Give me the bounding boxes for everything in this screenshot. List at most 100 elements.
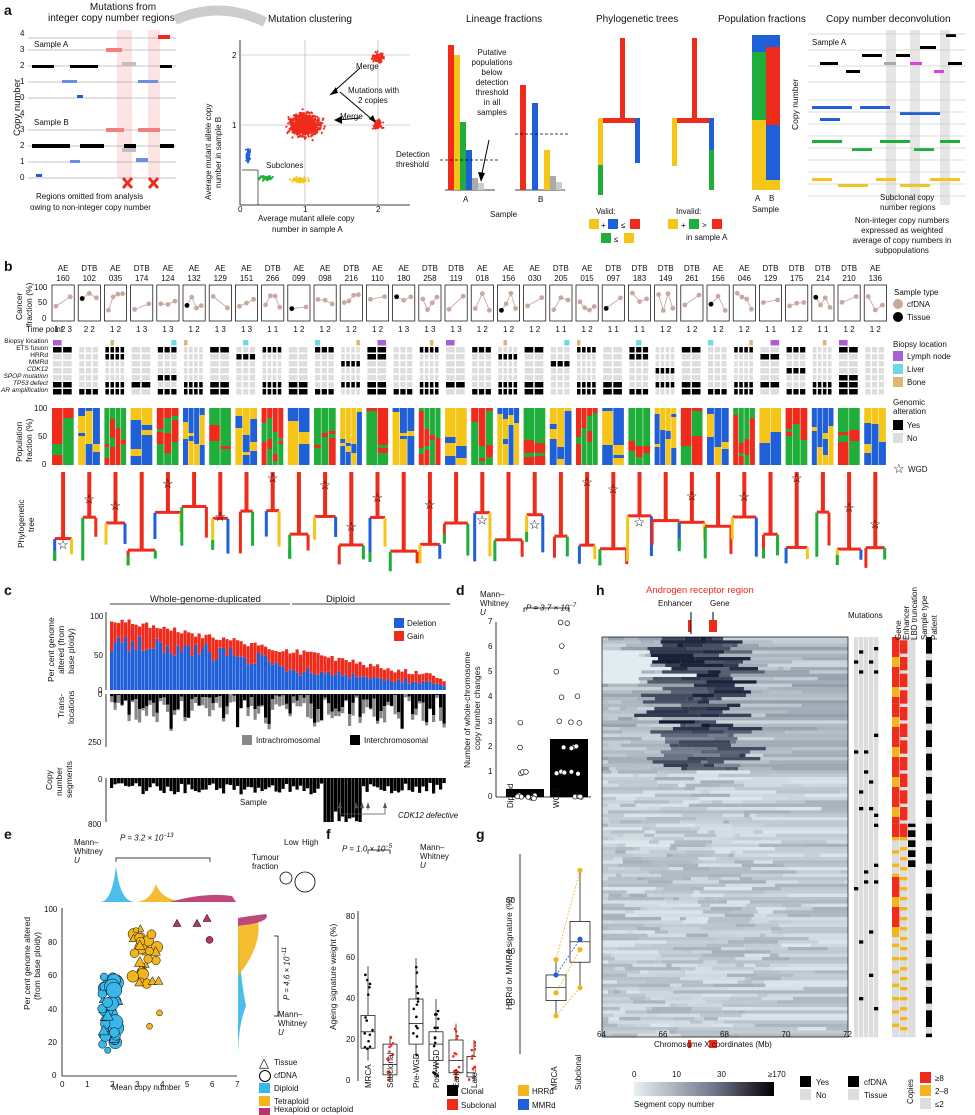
deletion-bar bbox=[400, 682, 404, 690]
alteration-cell bbox=[714, 375, 720, 381]
alteration-cell bbox=[871, 368, 878, 374]
scatter-point bbox=[307, 179, 310, 182]
intra-trans-bar bbox=[110, 696, 114, 703]
cn-heatmap-segment bbox=[764, 980, 785, 984]
cn-heatmap-segment bbox=[610, 830, 645, 834]
population-fraction-segment bbox=[478, 461, 486, 465]
inter-trans-bar bbox=[376, 694, 380, 721]
alteration-cell bbox=[210, 361, 219, 367]
deletion-bar bbox=[421, 680, 425, 690]
mutation-cell bbox=[869, 943, 874, 948]
cdk12-arrowhead bbox=[338, 802, 342, 808]
scatter-point bbox=[289, 118, 292, 121]
cn-segment-bar bbox=[239, 778, 243, 795]
alteration-cell bbox=[770, 368, 780, 374]
cn-heatmap-segment bbox=[699, 827, 722, 831]
tree-branch-tip bbox=[288, 548, 292, 559]
alteration-cell bbox=[557, 354, 563, 360]
alteration-cell bbox=[577, 361, 581, 367]
cn-heatmap-segment bbox=[721, 807, 777, 811]
cn-heatmap-segment bbox=[721, 877, 740, 881]
cn-heatmap-segment bbox=[695, 657, 751, 661]
mutation-cell bbox=[859, 1030, 864, 1034]
alteration-cell bbox=[708, 361, 714, 367]
alteration-cell bbox=[400, 354, 406, 360]
population-fraction-segment bbox=[749, 418, 755, 465]
alteration-cell bbox=[267, 368, 272, 374]
tree-trunk bbox=[506, 472, 511, 541]
alteration-cell bbox=[839, 375, 848, 381]
alteration-cell bbox=[665, 389, 670, 395]
cnd-note-line: Non-integer copy numbers bbox=[854, 216, 950, 225]
mutation-cell bbox=[859, 677, 864, 681]
pf-point bbox=[365, 1019, 368, 1022]
mutation-cell bbox=[864, 937, 869, 941]
cn-heatmap-segment bbox=[602, 933, 627, 938]
mutation-cell bbox=[859, 907, 864, 911]
deletion-bar bbox=[285, 671, 289, 690]
alteration-cell bbox=[243, 389, 249, 395]
population-fraction-segment bbox=[691, 436, 703, 465]
tree-trunk bbox=[139, 472, 144, 551]
cn-segment-bar bbox=[194, 778, 198, 792]
alteration-cell bbox=[141, 382, 151, 388]
alteration-cell bbox=[744, 375, 748, 381]
cancer-fraction-line bbox=[736, 292, 752, 310]
cn-heatmap-segment bbox=[703, 860, 735, 864]
cn-heatmap-segment bbox=[602, 823, 608, 828]
population-fraction-segment bbox=[429, 435, 435, 440]
cn-heatmap-segment bbox=[687, 697, 694, 701]
timepoint-values: 1 1 bbox=[607, 325, 619, 334]
cn-heatmap-segment bbox=[701, 997, 730, 1001]
deletion-bar bbox=[267, 661, 271, 690]
cancer-fraction-box bbox=[497, 284, 520, 322]
cn-heatmap-segment bbox=[643, 920, 684, 924]
panel-letter-b: b bbox=[4, 258, 13, 274]
alteration-cell bbox=[592, 382, 596, 388]
alteration-cell bbox=[708, 354, 714, 360]
cn-heatmap-segment bbox=[700, 637, 707, 641]
mutation-cell bbox=[869, 743, 874, 748]
alteration-cell bbox=[315, 382, 321, 388]
alteration-cell bbox=[708, 389, 714, 395]
cn-segment-bar bbox=[152, 778, 156, 784]
alteration-cell bbox=[498, 354, 502, 360]
cn-heatmap-segment bbox=[665, 913, 687, 918]
cn-heatmap-segment bbox=[708, 640, 743, 644]
population-fraction-segment bbox=[564, 411, 572, 465]
timepoint-values: 1 3 bbox=[136, 325, 148, 334]
alteration-cell bbox=[478, 368, 485, 374]
wgd-star-icon: ☆ bbox=[110, 498, 122, 513]
cn-heatmap-segment bbox=[718, 837, 734, 841]
gain-bar bbox=[180, 633, 184, 652]
cn-heatmap-segment bbox=[602, 1017, 609, 1021]
cancer-fraction-dot bbox=[251, 296, 256, 302]
alteration-cell bbox=[262, 375, 267, 381]
wgd-point bbox=[568, 769, 575, 775]
mutation-cell bbox=[869, 713, 874, 718]
population-fraction-segment bbox=[770, 432, 782, 465]
cn-heatmap-segment bbox=[697, 963, 736, 968]
gene-axis-marker bbox=[709, 1040, 717, 1048]
alteration-cell bbox=[272, 340, 277, 346]
cn-heatmap-segment bbox=[722, 1007, 752, 1011]
cn-heatmap-segment bbox=[738, 663, 768, 668]
cancer-fraction-dot bbox=[120, 291, 125, 297]
population-fraction-segment bbox=[671, 417, 677, 448]
alteration-cell bbox=[793, 340, 799, 346]
population-fraction-segment bbox=[351, 408, 357, 444]
deletion-bar bbox=[239, 656, 243, 690]
cn-heatmap-segment bbox=[770, 963, 789, 968]
cn-heatmap-segment bbox=[602, 890, 627, 894]
population-fraction-segment bbox=[613, 408, 624, 445]
alteration-cell bbox=[822, 368, 827, 374]
alteration-cell bbox=[236, 368, 242, 374]
deletion-bar bbox=[327, 671, 331, 690]
scatter-point bbox=[305, 114, 308, 117]
scatter-point bbox=[285, 125, 288, 128]
population-fraction-segment bbox=[104, 447, 110, 458]
mutation-cell bbox=[859, 817, 864, 821]
tree-branch-bar bbox=[732, 515, 757, 519]
cn-heatmap-segment bbox=[640, 640, 655, 644]
mutation-cell bbox=[864, 987, 869, 991]
